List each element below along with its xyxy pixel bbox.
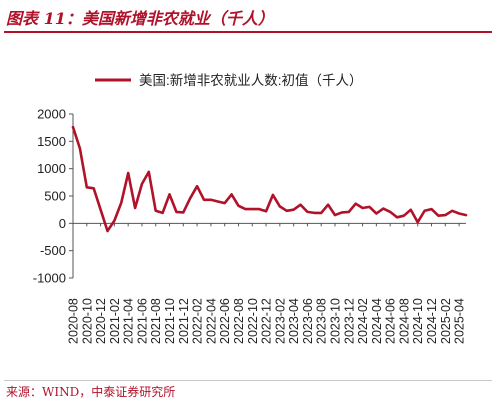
x-tick-label: 2023-04 [287, 298, 301, 344]
x-tick-label: 2023-10 [329, 298, 343, 344]
x-tick-label: 2024-02 [356, 298, 370, 344]
y-tick-label: 1500 [37, 134, 66, 149]
x-tick-label: 2022-12 [260, 298, 274, 344]
x-tick-label: 2022-08 [232, 298, 246, 344]
x-tick-label: 2022-06 [218, 298, 232, 344]
x-tick-label: 2023-02 [273, 298, 287, 344]
x-tick-label: 2025-02 [439, 298, 453, 344]
legend-label: 美国:新增非农就业人数:初值（千人） [139, 72, 363, 88]
x-tick-label: 2023-12 [342, 298, 356, 344]
x-tick-label: 2021-04 [122, 298, 136, 344]
x-tick-label: 2021-08 [149, 298, 163, 344]
series-layer [71, 125, 468, 233]
y-tick-label: 500 [44, 189, 66, 204]
x-tick-label: 2021-06 [135, 298, 149, 344]
figure-title: 图表 11：美国新增非农就业（千人） [6, 9, 274, 28]
title-rule [4, 31, 492, 33]
x-tick-label: 2024-06 [384, 298, 398, 344]
x-tick-label: 2023-08 [315, 298, 329, 344]
y-tick-label: 0 [59, 216, 66, 231]
x-tick-label: 2023-06 [301, 298, 315, 344]
x-tick-label: 2024-08 [397, 298, 411, 344]
x-tick-label: 2021-02 [108, 298, 122, 344]
x-tick-label: 2022-10 [246, 298, 260, 344]
x-tick-label: 2024-04 [370, 298, 384, 344]
legend: 美国:新增非农就业人数:初值（千人） [95, 72, 363, 88]
x-tick-label: 2020-08 [67, 298, 81, 344]
y-tick-label: 2000 [37, 107, 66, 122]
x-tick-label: 2024-12 [425, 298, 439, 344]
x-tick-label: 2022-04 [204, 298, 218, 344]
x-tick-label: 2022-02 [191, 298, 205, 344]
x-tick-label: 2021-12 [177, 298, 191, 344]
series-line [71, 125, 468, 233]
source-rule [4, 380, 492, 381]
x-tick-label: 2021-10 [163, 298, 177, 344]
x-tick-label: 2020-12 [94, 298, 108, 344]
source-note: 来源：WIND，中泰证券研究所 [6, 385, 176, 399]
x-tick-label: 2025-04 [453, 298, 467, 344]
x-tick-label: 2024-10 [411, 298, 425, 344]
y-tick-label: -500 [40, 243, 66, 258]
y-tick-label: -1000 [33, 271, 66, 286]
y-tick-label: 1000 [37, 161, 66, 176]
x-tick-label: 2020-10 [80, 298, 94, 344]
